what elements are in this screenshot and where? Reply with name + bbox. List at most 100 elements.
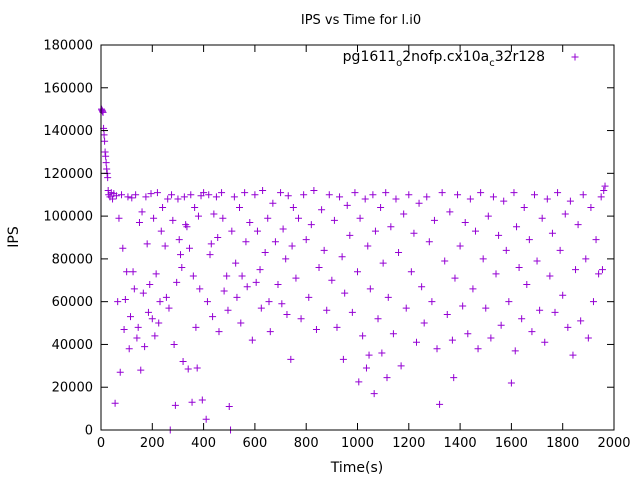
- y-tick-label: 40000: [52, 338, 93, 353]
- data-point: [536, 306, 544, 314]
- legend-marker-plus: [571, 53, 579, 61]
- data-point: [438, 189, 446, 197]
- data-point: [134, 323, 142, 331]
- data-point: [171, 401, 179, 409]
- data-point: [189, 272, 197, 280]
- x-axis-ticks: 0 200 400 600 800 1000 1200 1400 1600 1800 2000: [97, 45, 631, 451]
- data-point: [356, 214, 364, 222]
- data-point: [115, 214, 123, 222]
- data-point: [323, 306, 331, 314]
- data-point: [510, 189, 518, 197]
- data-point: [198, 396, 206, 404]
- data-point: [500, 197, 508, 205]
- data-point: [341, 289, 349, 297]
- data-point: [579, 191, 587, 199]
- data-point: [302, 236, 310, 244]
- data-point: [248, 336, 256, 344]
- data-point: [348, 308, 356, 316]
- data-point: [436, 400, 444, 408]
- data-point: [287, 355, 295, 363]
- data-point: [104, 174, 112, 182]
- data-point: [141, 343, 149, 351]
- data-point: [420, 319, 428, 327]
- legend-label-part: 2nofp.cx10a: [402, 49, 489, 65]
- y-tick-label: 160000: [43, 81, 93, 96]
- data-point: [466, 195, 474, 203]
- data-point: [191, 204, 199, 212]
- data-point: [479, 255, 487, 263]
- x-tick-label: 0: [97, 436, 105, 451]
- data-point: [175, 236, 183, 244]
- data-point: [137, 366, 145, 374]
- x-tick-label: 1000: [341, 436, 374, 451]
- data-point: [259, 186, 267, 194]
- data-point: [253, 227, 261, 235]
- data-point: [219, 214, 227, 222]
- data-point: [592, 236, 600, 244]
- data-point: [362, 364, 370, 372]
- data-point: [232, 259, 240, 267]
- data-point: [554, 189, 562, 197]
- x-tick-label: 1200: [392, 436, 425, 451]
- data-point: [148, 315, 156, 323]
- data-point: [184, 365, 192, 373]
- data-point: [584, 334, 592, 342]
- data-point: [515, 263, 523, 271]
- data-point: [99, 107, 107, 115]
- data-point: [511, 347, 519, 355]
- data-point: [355, 378, 363, 386]
- data-point: [224, 306, 232, 314]
- data-point: [207, 240, 215, 248]
- data-point: [320, 246, 328, 254]
- data-point: [200, 189, 208, 197]
- data-point: [120, 325, 128, 333]
- data-point: [541, 338, 549, 346]
- data-point: [111, 399, 119, 407]
- data-point: [310, 186, 318, 194]
- data-point: [474, 345, 482, 353]
- data-point: [464, 330, 472, 338]
- data-point: [236, 204, 244, 212]
- data-point: [132, 191, 140, 199]
- data-point: [577, 317, 585, 325]
- data-point: [315, 263, 323, 271]
- data-point: [146, 281, 154, 289]
- data-point: [328, 276, 336, 284]
- data-point: [477, 189, 485, 197]
- data-point: [237, 319, 245, 327]
- y-axis-ticks: 0 20000 40000 60000 80000 100000 120000 140000 1…: [43, 39, 614, 439]
- data-point: [402, 304, 410, 312]
- data-point: [202, 415, 210, 423]
- data-point: [443, 311, 451, 318]
- data-point: [230, 193, 238, 201]
- data-point: [295, 214, 303, 222]
- data-point: [446, 208, 454, 216]
- data-point: [415, 199, 423, 207]
- data-point: [177, 251, 185, 259]
- data-point: [574, 221, 582, 229]
- data-point: [266, 328, 274, 336]
- data-point: [369, 191, 377, 199]
- data-point: [178, 263, 186, 271]
- data-point: [223, 272, 231, 280]
- data-point: [156, 298, 164, 306]
- data-point: [102, 159, 110, 167]
- data-point: [170, 340, 178, 348]
- y-tick-label: 60000: [52, 295, 93, 310]
- data-point: [336, 193, 344, 201]
- x-tick-label: 1400: [444, 436, 477, 451]
- data-point: [242, 238, 250, 246]
- data-point: [564, 323, 572, 331]
- data-point: [279, 225, 287, 233]
- legend-label-subscript: c: [489, 58, 495, 69]
- y-tick-label: 120000: [43, 167, 93, 182]
- data-point: [351, 189, 359, 197]
- data-point: [196, 285, 204, 293]
- data-point: [101, 148, 109, 156]
- data-point: [109, 195, 117, 203]
- y-tick-label: 0: [85, 424, 93, 439]
- data-point: [566, 197, 574, 205]
- data-point: [300, 191, 308, 199]
- data-point: [214, 234, 222, 241]
